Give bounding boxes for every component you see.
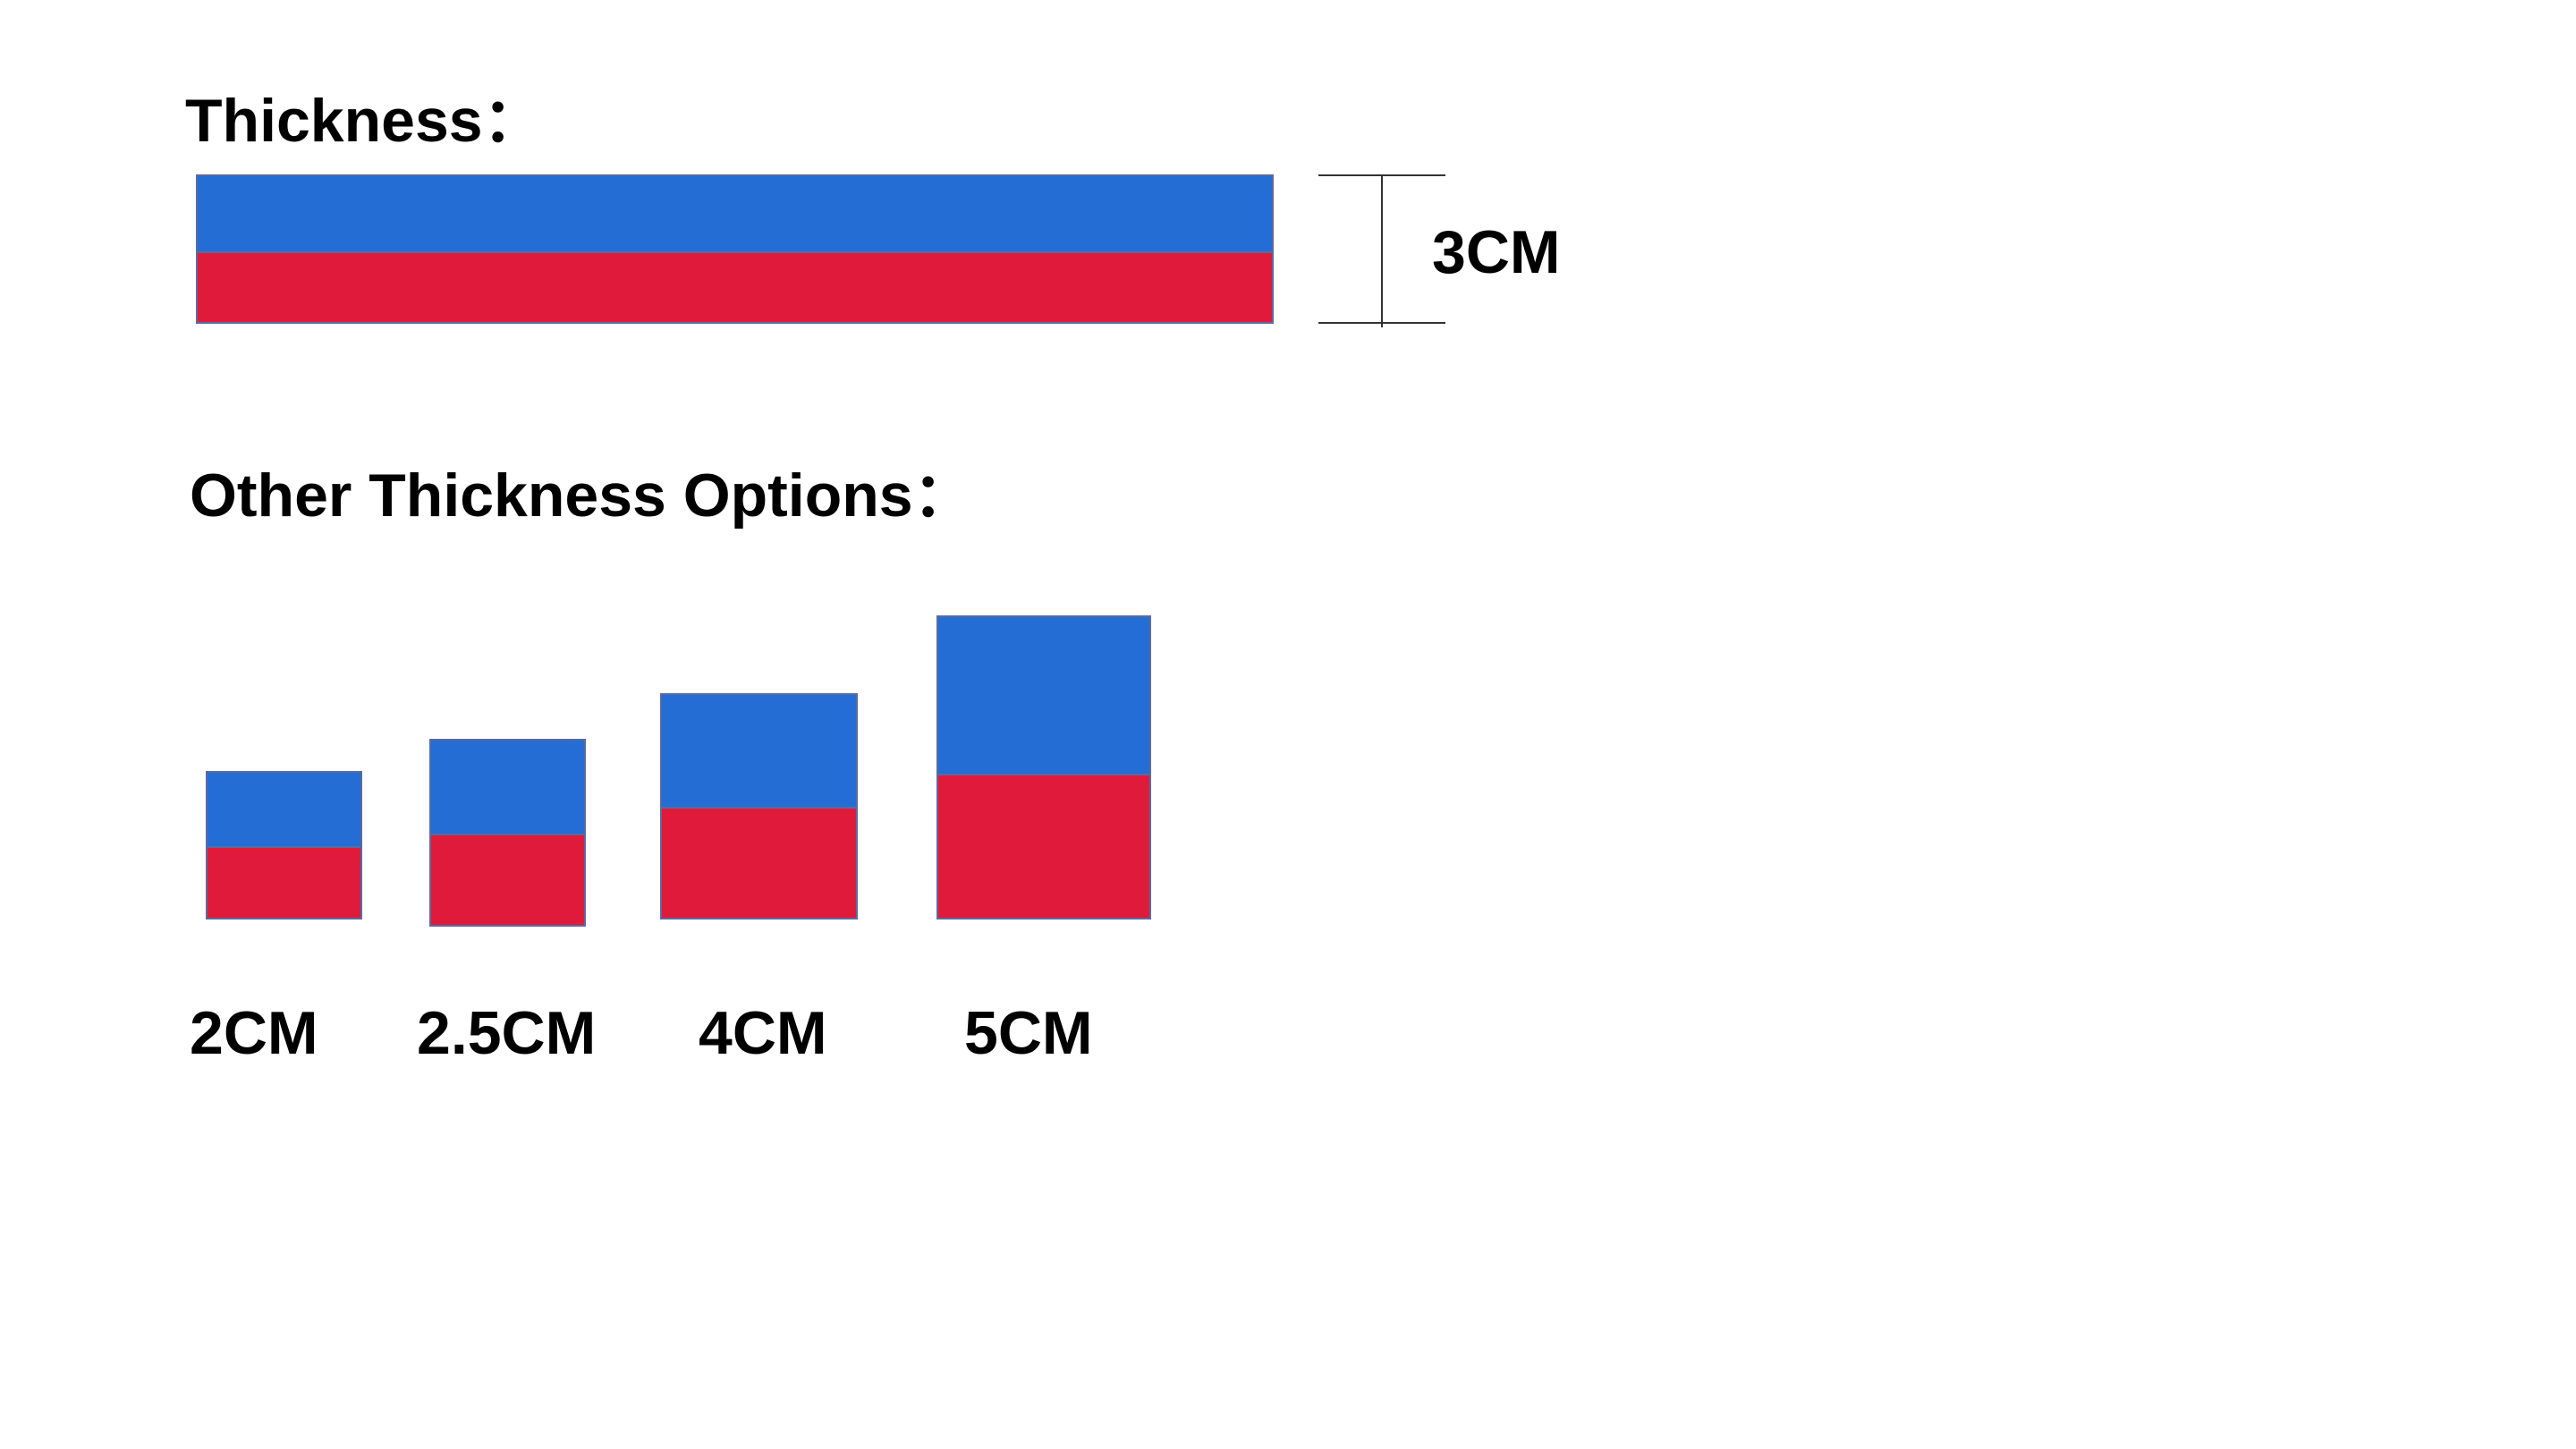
main-sample: [196, 174, 1274, 324]
bottom-layer: [196, 251, 1274, 324]
option-label: 5CM: [964, 999, 1093, 1067]
option-2cm: [206, 771, 362, 919]
option-2-5cm: [429, 739, 586, 927]
bottom-layer: [936, 774, 1151, 919]
bottom-layer: [206, 846, 362, 919]
top-layer: [660, 693, 858, 809]
top-layer: [206, 771, 362, 848]
bottom-layer: [660, 807, 858, 919]
top-layer: [429, 739, 586, 835]
bottom-layer: [429, 834, 586, 927]
dimension-marker: [1318, 174, 1445, 327]
options-title: Other Thickness Options：: [190, 462, 974, 530]
option-4cm: [660, 693, 858, 919]
option-5cm: [936, 615, 1151, 919]
current-thickness: 3CM: [1432, 218, 1561, 286]
top-layer: [936, 615, 1151, 775]
option-label: 2.5CM: [417, 999, 596, 1067]
option-label: 2CM: [190, 999, 318, 1067]
thickness-title: Thickness：: [185, 87, 544, 155]
top-layer: [196, 174, 1274, 253]
option-label: 4CM: [699, 999, 827, 1067]
